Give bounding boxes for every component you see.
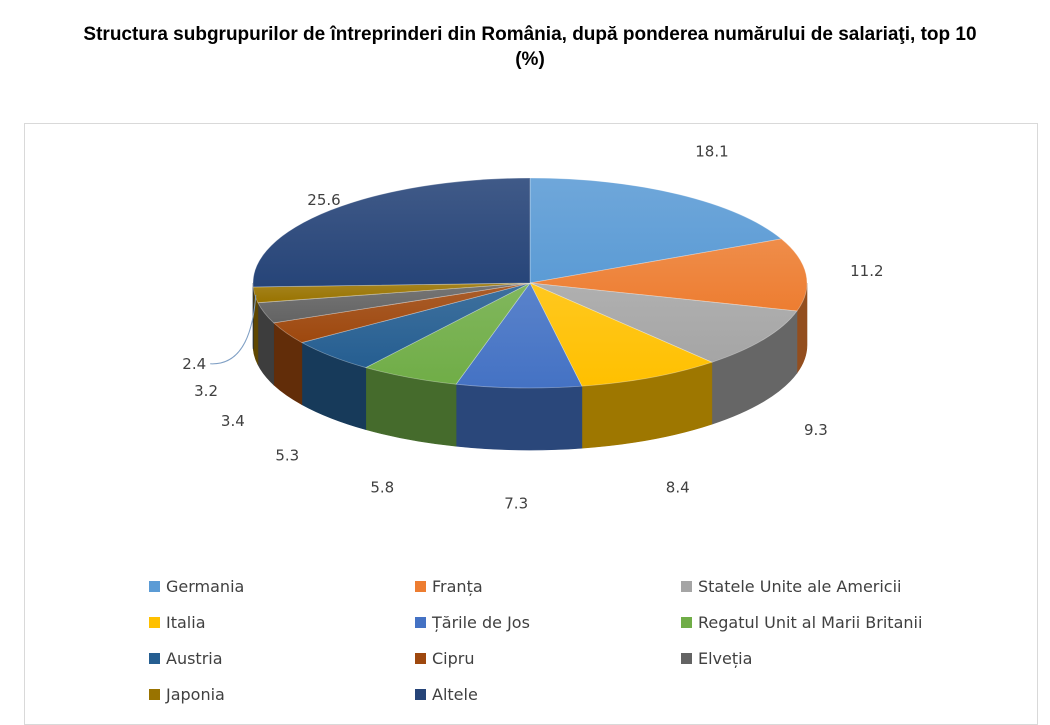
data-label-japonia: 2.4 [182,355,206,373]
data-label-austria: 5.3 [275,447,299,465]
data-label-regatul-unit-al-marii-britanii: 5.8 [370,479,394,497]
pie-chart: 18.1 11.2 9.3 8.4 7.3 5.8 5.3 3.43.2 2.4 25.6 [0,0,1050,700]
leader-line-japonia [210,295,256,364]
data-label-altele: 25.6 [307,191,340,209]
data-label-elvetia: 3.2 [194,382,218,400]
data-label-franta: 11.2 [850,262,883,280]
data-label-tarile-de-jos: 7.3 [504,494,528,512]
data-label-cipru: 3.4 [221,412,245,430]
pie-slice-altele [253,178,530,287]
pie-slice-side-tarile-de-jos [456,384,582,450]
data-label-italia: 8.4 [666,479,690,497]
data-label-statele-unite-ale-americii: 9.3 [804,421,828,439]
pie-top-faces [253,178,807,388]
data-label-germania: 18.1 [695,142,728,160]
